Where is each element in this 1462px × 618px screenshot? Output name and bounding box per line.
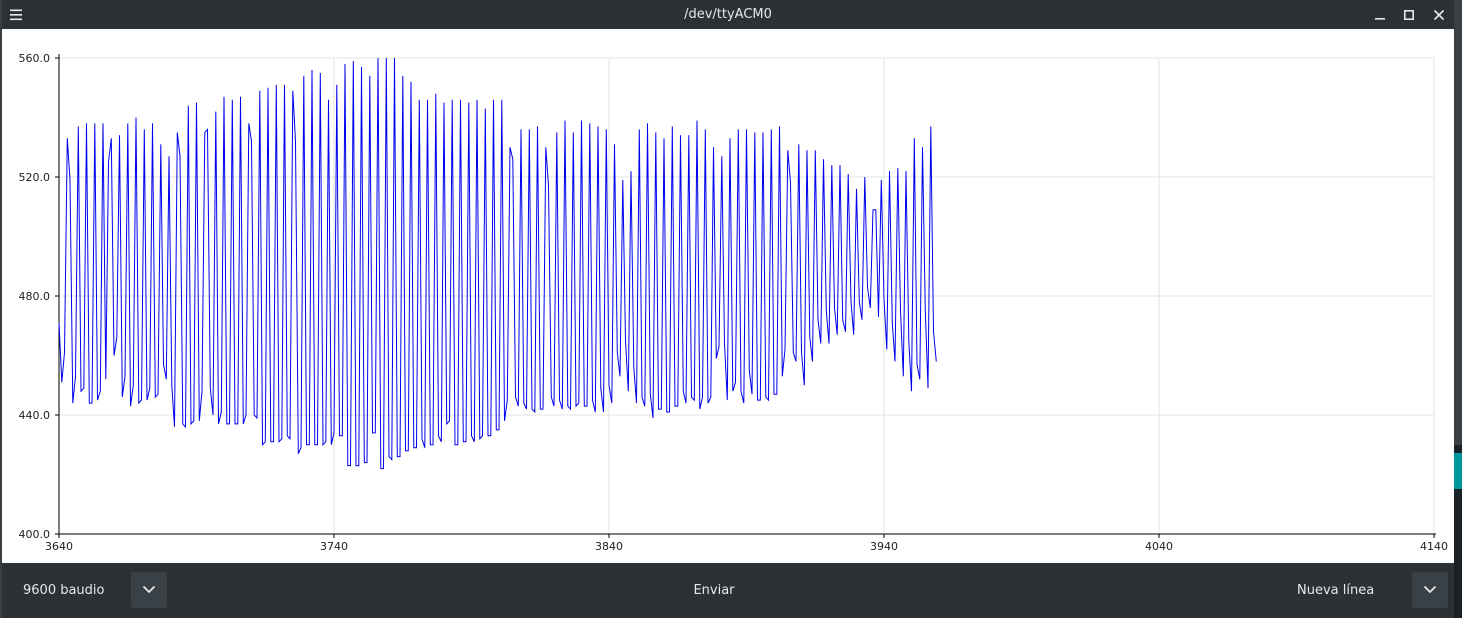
bottom-toolbar: 9600 baudio Enviar Nueva línea <box>2 563 1454 618</box>
maximize-icon[interactable] <box>1395 0 1423 29</box>
x-tick-label: 3940 <box>870 540 898 553</box>
y-tick-label: 440.0 <box>19 409 51 422</box>
line-ending-label[interactable]: Nueva línea <box>1297 583 1375 598</box>
line-ending-dropdown-button[interactable] <box>1412 572 1448 608</box>
x-tick-label: 4140 <box>1420 540 1448 553</box>
series-line <box>58 57 937 470</box>
close-icon[interactable] <box>1425 0 1453 29</box>
x-tick-label: 3640 <box>45 540 73 553</box>
chevron-down-icon <box>1423 585 1437 594</box>
x-tick-label: 4040 <box>1145 540 1173 553</box>
hamburger-menu-icon[interactable] <box>2 0 30 29</box>
background-window-edge <box>1454 445 1462 618</box>
y-tick-label: 520.0 <box>19 171 51 184</box>
chevron-down-icon <box>142 585 156 594</box>
baud-rate-label[interactable]: 9600 baudio <box>23 583 105 598</box>
y-tick-label: 400.0 <box>19 528 51 541</box>
x-tick-label: 3840 <box>595 540 623 553</box>
title-bar: /dev/ttyACM0 <box>2 0 1454 29</box>
window-title: /dev/ttyACM0 <box>684 7 772 22</box>
x-tick-label: 3740 <box>320 540 348 553</box>
plot-area: 400.0 440.0 480.0 520.0 560.0 3640 3740 3840 394… <box>2 29 1454 563</box>
line-chart: 400.0 440.0 480.0 520.0 560.0 3640 3740 3840 394… <box>19 52 1449 553</box>
y-tick-label: 480.0 <box>19 290 51 303</box>
y-tick-label: 560.0 <box>19 52 51 65</box>
minimize-icon[interactable] <box>1366 0 1394 29</box>
background-window-accent <box>1454 453 1462 489</box>
baud-rate-dropdown-button[interactable] <box>131 572 167 608</box>
send-button[interactable]: Enviar <box>693 583 735 598</box>
